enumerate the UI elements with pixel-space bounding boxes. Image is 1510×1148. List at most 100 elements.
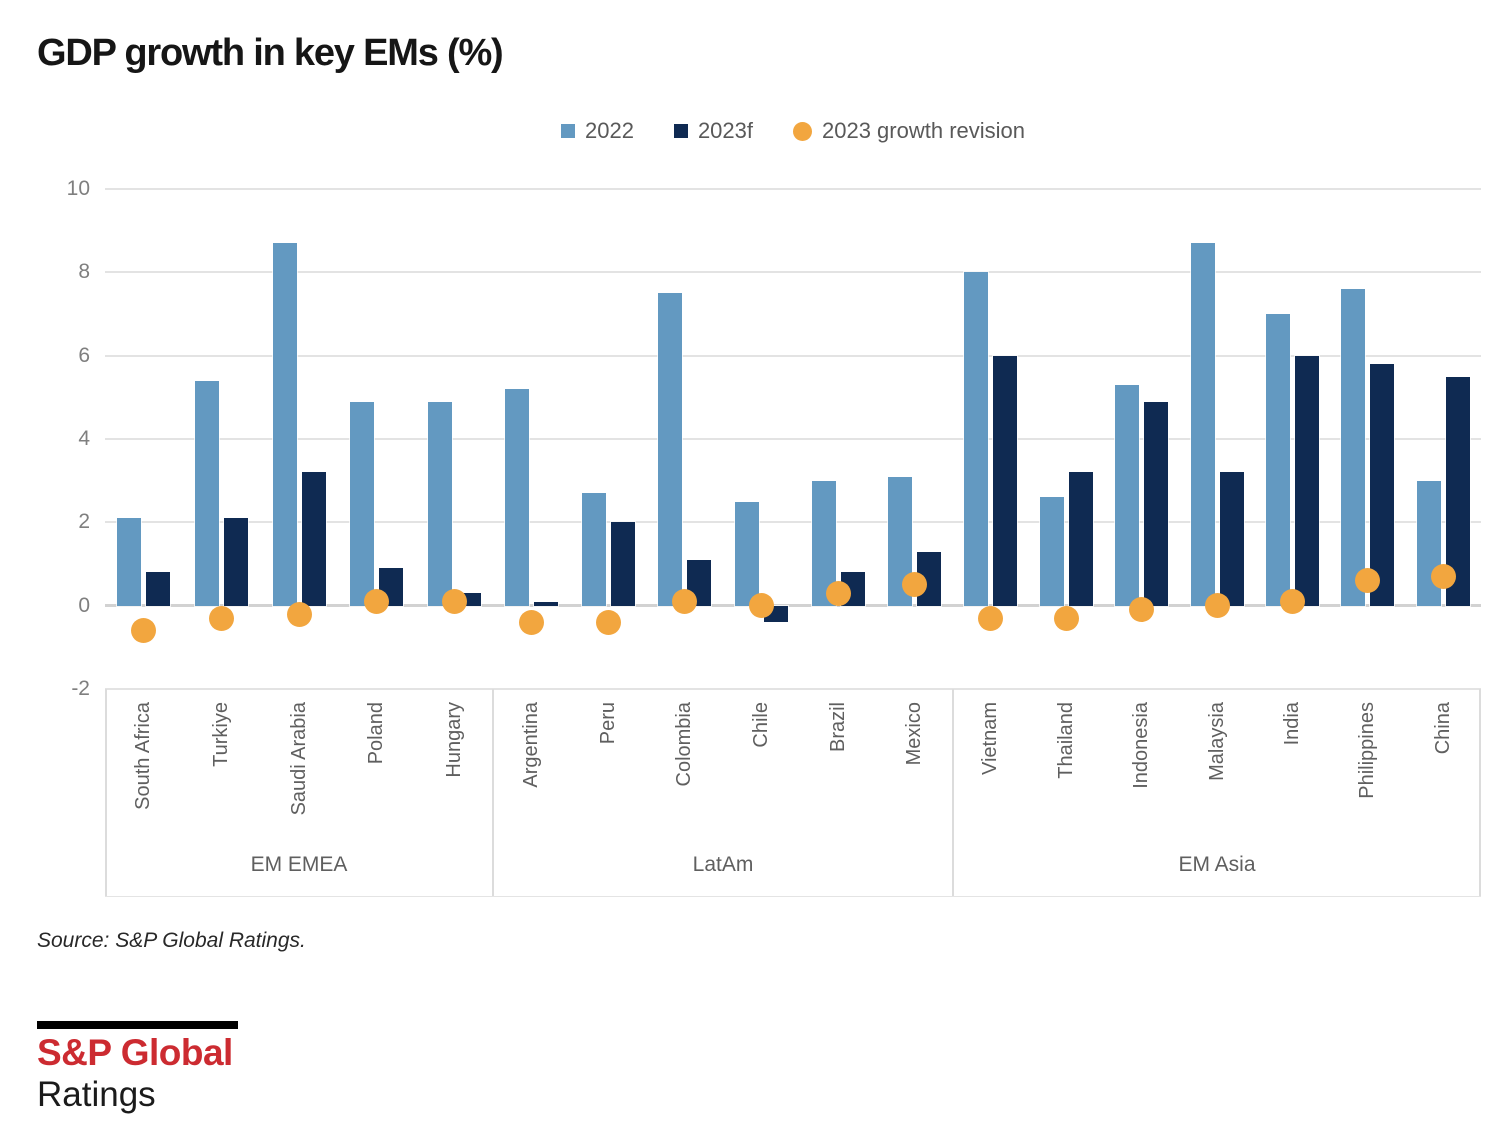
y-tick-label: 2 [78, 510, 90, 534]
logo-brand-text: S&P Global [37, 1032, 233, 1073]
gridline-8 [105, 271, 1481, 274]
country-label-thailand: Thailand [1054, 702, 1077, 779]
revision-dot-saudi-arabia [286, 601, 312, 627]
country-label-hungary: Hungary [442, 702, 465, 778]
legend-label-growth-revision: 2023 growth revision [822, 118, 1026, 143]
bar-2023f-south-africa [146, 572, 171, 606]
country-label-argentina: Argentina [519, 702, 542, 788]
country-label-poland: Poland [365, 702, 388, 765]
group-separator [492, 689, 494, 896]
country-label-mexico: Mexico [903, 702, 926, 766]
revision-dot-philippines [1355, 568, 1381, 594]
country-label-saudi-arabia: Saudi Arabia [287, 702, 310, 816]
bar-2023f-thailand [1068, 472, 1093, 606]
bar-2023f-philippines [1370, 364, 1395, 606]
revision-dot-peru [595, 609, 621, 635]
bar-2023f-vietnam [993, 355, 1018, 606]
gridline-6 [105, 354, 1481, 357]
source-note: Source: S&P Global Ratings. [37, 929, 306, 952]
legend-item-2022: 2022 [560, 118, 634, 144]
bar-2023f-malaysia [1219, 472, 1244, 606]
bar-2022-indonesia [1115, 384, 1140, 606]
revision-dot-vietnam [978, 605, 1004, 631]
bar-2023f-turkiye [223, 518, 248, 606]
country-label-malaysia: Malaysia [1205, 702, 1228, 781]
country-label-chile: Chile [749, 702, 772, 748]
revision-dot-south-africa [131, 618, 157, 644]
legend-label-2023f: 2023f [697, 118, 753, 143]
y-tick-label: 10 [66, 177, 90, 200]
x-axis-area: South Africa Turkiye Saudi Arabia Poland Hun… [105, 689, 1481, 897]
revision-dot-mexico [902, 572, 928, 598]
bar-2022-vietnam [964, 272, 989, 606]
bar-2022-peru [581, 493, 606, 606]
country-label-south-africa: South Africa [132, 702, 155, 810]
revision-dot-indonesia [1129, 597, 1155, 623]
revision-dot-turkiye [208, 605, 234, 631]
group-separator [105, 689, 107, 896]
bar-2023f-india [1294, 355, 1319, 606]
revision-dot-chile [748, 593, 774, 619]
bar-2022-south-africa [117, 518, 142, 606]
revision-dot-brazil [825, 580, 851, 606]
group-separator [952, 689, 954, 896]
gridline-4 [105, 438, 1481, 440]
y-tick-label: -2 [71, 677, 90, 700]
bar-2023f-saudi-arabia [301, 472, 326, 606]
bar-2022-thailand [1039, 497, 1064, 606]
group-label-latam: LatAm [692, 853, 754, 876]
y-axis-labels: 10 8 6 4 2 0 -2 [28, 177, 90, 700]
bar-2023f-argentina [533, 601, 558, 606]
bar-2022-malaysia [1190, 243, 1215, 606]
revision-dot-colombia [672, 589, 698, 614]
legend: 2022 2023f 2023 growth revision [105, 118, 1481, 144]
y-tick-label: 6 [78, 343, 90, 367]
revision-dot-malaysia [1204, 593, 1230, 619]
country-label-colombia: Colombia [673, 702, 696, 787]
group-separator [1479, 689, 1481, 896]
country-label-turkiye: Turkiye [209, 702, 232, 767]
bar-2022-saudi-arabia [272, 243, 297, 606]
country-label-china: China [1431, 702, 1454, 755]
y-tick-label: 8 [78, 260, 90, 284]
bar-2022-poland [350, 401, 375, 606]
bar-2022-india [1265, 314, 1290, 606]
bar-2023f-indonesia [1144, 401, 1169, 606]
country-label-india: India [1280, 702, 1303, 746]
plot-area [105, 188, 1481, 690]
y-tick-label: 4 [78, 427, 90, 450]
country-label-brazil: Brazil [826, 702, 849, 753]
country-label-vietnam: Vietnam [979, 702, 1002, 776]
bar-2022-hungary [427, 401, 452, 606]
revision-dot-hungary [441, 589, 467, 614]
gridline-10 [105, 188, 1481, 190]
legend-item-2023f: 2023f [673, 118, 753, 144]
country-label-peru: Peru [596, 702, 619, 745]
country-label-philippines: Philippines [1356, 702, 1379, 799]
legend-circle-icon [793, 121, 812, 141]
bar-2022-philippines [1341, 289, 1366, 606]
legend-square-icon [560, 124, 575, 138]
gridline--2 [105, 688, 1481, 690]
chart-title: GDP growth in key EMs (%) [37, 32, 504, 74]
gridline-0 [105, 604, 1481, 608]
group-label-em-emea: EM EMEA [250, 853, 348, 876]
bar-2022-argentina [504, 389, 529, 606]
bar-2022-turkiye [194, 380, 219, 606]
legend-label-2022: 2022 [584, 118, 634, 143]
revision-dot-argentina [518, 609, 544, 635]
group-label-em-asia: EM Asia [1178, 853, 1256, 876]
legend-item-growth-revision: 2023 growth revision [793, 118, 1025, 144]
revision-dot-china [1430, 564, 1456, 589]
revision-dot-thailand [1053, 605, 1079, 631]
y-tick-label: 0 [78, 593, 90, 617]
bar-2023f-peru [610, 522, 635, 606]
gridline-2 [105, 521, 1481, 524]
bar-2022-chile [734, 501, 759, 606]
legend-square-icon [673, 124, 688, 138]
country-label-indonesia: Indonesia [1130, 702, 1153, 789]
logo-bar [37, 1021, 238, 1029]
bar-2022-colombia [658, 293, 683, 606]
logo-division-text: Ratings [37, 1075, 156, 1114]
revision-dot-india [1279, 589, 1305, 614]
